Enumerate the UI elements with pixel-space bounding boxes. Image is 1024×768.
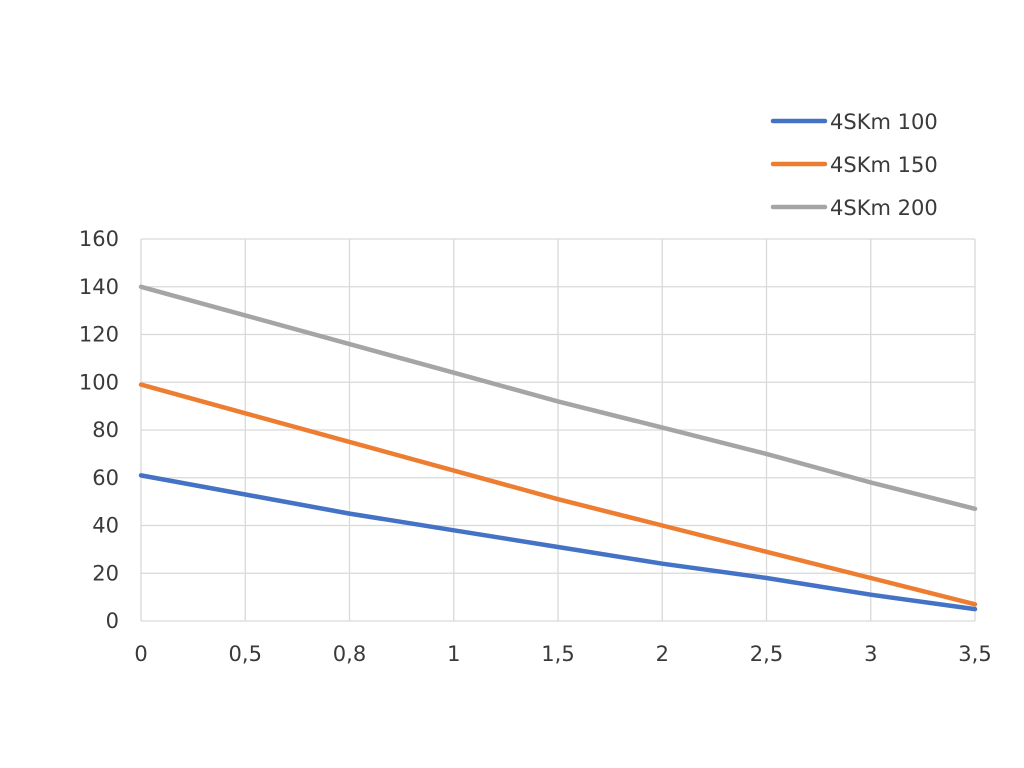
y-tick-label: 20 <box>92 561 119 585</box>
x-tick-label: 0 <box>134 642 147 666</box>
x-tick-label: 1,5 <box>541 642 574 666</box>
x-tick-label: 1 <box>447 642 460 666</box>
x-tick-label: 2 <box>656 642 669 666</box>
y-tick-label: 100 <box>79 370 119 394</box>
series-lines <box>138 284 978 612</box>
x-tick-label: 0,5 <box>229 642 262 666</box>
legend-label: 4SKm 150 <box>830 153 938 177</box>
y-tick-label: 0 <box>106 609 119 633</box>
y-tick-label: 140 <box>79 275 119 299</box>
y-tick-label: 80 <box>92 418 119 442</box>
legend: 4SKm 100 4SKm 150 4SKm 200 <box>770 110 938 220</box>
legend-label: 4SKm 100 <box>830 110 938 134</box>
x-tick-label: 3,5 <box>958 642 991 666</box>
x-tick-label: 2,5 <box>750 642 783 666</box>
x-tick-label: 3 <box>864 642 877 666</box>
x-axis-tick-labels: 0 0,5 0,8 1 1,5 2 2,5 3 3,5 <box>134 642 991 666</box>
y-tick-label: 60 <box>92 466 119 490</box>
legend-label: 4SKm 200 <box>830 196 938 220</box>
y-tick-label: 40 <box>92 514 119 538</box>
y-tick-label: 120 <box>79 323 119 347</box>
series-line-1 <box>138 473 978 612</box>
gridlines <box>140 238 976 622</box>
series-line-2 <box>138 382 978 607</box>
y-axis-tick-labels: 0 20 40 60 80 100 120 140 160 <box>79 227 119 633</box>
x-tick-label: 0,8 <box>333 642 366 666</box>
series-line-3 <box>138 284 978 512</box>
y-tick-label: 160 <box>79 227 119 251</box>
